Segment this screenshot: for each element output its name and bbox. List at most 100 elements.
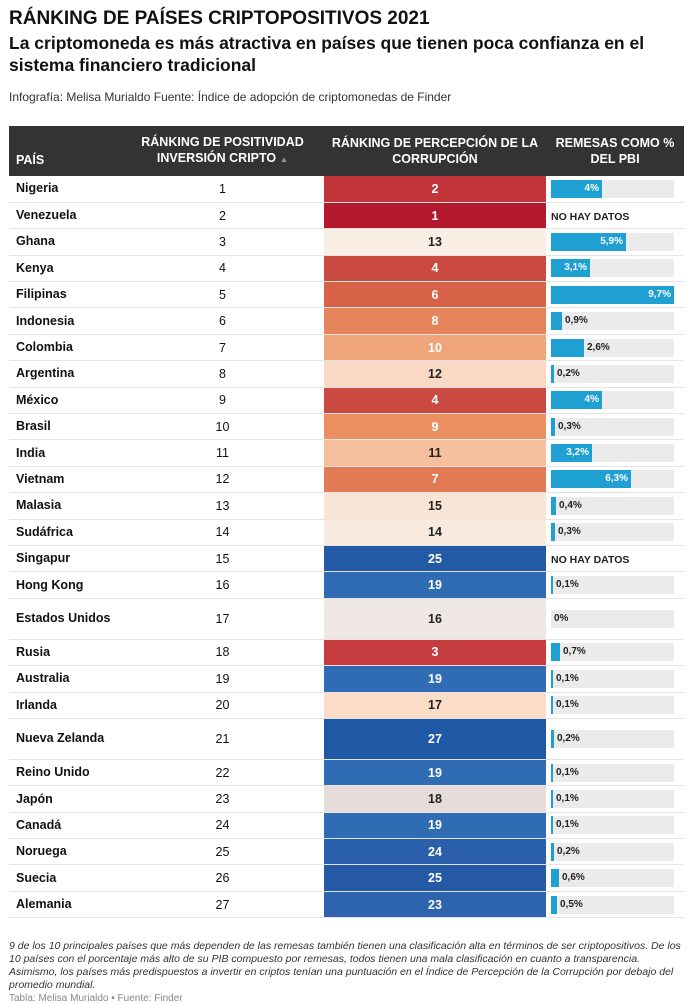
remittance-bar-track: 0,2% [551,842,674,861]
positivity-rank: 11 [216,446,229,461]
remittance-cell: 3,1% [546,255,684,281]
remittance-bar [551,179,602,198]
remittance-cell: NO HAY DATOS [546,202,684,228]
remittance-bar [551,669,553,688]
column-header-remittances[interactable]: REMESAS COMO % DEL PBI [555,136,675,166]
remittance-value-label: 0,1% [556,579,579,591]
sort-ascending-icon[interactable]: ▲ [280,155,289,164]
remittance-cell: 0,2% [546,361,684,387]
positivity-rank: 27 [215,897,230,912]
table-row: Singapur 15 25 NO HAY DATOS [9,545,684,572]
remittance-cell: 0% [546,598,684,639]
remittance-bar [551,312,562,331]
remittance-cell: 0,3% [546,519,684,545]
positivity-rank: 19 [215,671,230,686]
table-row: Estados Unidos 17 16 0% [9,598,684,640]
remittance-cell: 0,2% [546,839,684,865]
remittance-cell: 0,9% [546,308,684,334]
table-row: Argentina 8 12 0,2% [9,360,684,388]
remittance-bar [551,338,584,357]
country-name: India [16,445,46,460]
country-name: Estados Unidos [16,611,111,626]
remittance-bar-track: 0,5% [551,895,674,914]
remittance-bar [551,364,554,383]
remittance-bar [551,643,560,662]
corruption-rank-cell: 6 [324,281,546,308]
remittance-value-label: 0,2% [557,732,580,744]
remittance-value-label: 0,3% [558,420,581,432]
remittance-bar-track: 0,7% [551,643,674,662]
table-row: Malasia 13 15 0,4% [9,492,684,520]
positivity-rank: 22 [215,765,230,780]
column-header-country[interactable]: PAÍS [16,153,45,167]
footnote: 9 de los 10 principales países que más d… [9,940,681,991]
corruption-rank-cell: 13 [324,228,546,256]
corruption-rank-cell: 16 [324,598,546,640]
remittance-value-label: 5,9% [600,235,623,247]
positivity-rank: 25 [215,844,230,859]
remittance-bar-track: 5,9% [551,232,674,251]
positivity-rank: 24 [215,818,230,833]
country-name: Canadá [16,817,62,832]
corruption-rank-cell: 12 [324,360,546,388]
column-header-corruption[interactable]: RÁNKING DE PERCEPCIÓN DE LA CORRUPCIÓN [331,136,539,166]
remittance-bar [551,523,555,542]
remittance-value-label: 0% [554,612,569,624]
remittance-bar-track: 3,1% [551,259,674,278]
remittance-cell: 0,1% [546,759,684,785]
country-name: Noruega [16,844,67,859]
positivity-rank: 15 [215,551,230,566]
table-row: India 11 11 3,2% [9,439,684,467]
remittance-cell: 3,2% [546,440,684,466]
country-name: Brasil [16,419,51,434]
table-row: Filipinas 5 6 9,7% [9,281,684,308]
remittance-bar-track: 9,7% [551,285,674,304]
remittance-value-label: 0,7% [563,646,586,658]
country-name: Irlanda [16,697,57,712]
remittance-cell: 4% [546,176,684,202]
remittance-bar-track: 0,4% [551,496,674,515]
remittance-bar-track: 0,1% [551,816,674,835]
corruption-rank-cell: 11 [324,439,546,467]
remittance-bar [551,763,553,782]
table-row: Vietnam 12 7 6,3% [9,466,684,493]
corruption-rank-cell: 4 [324,387,546,414]
corruption-rank-cell: 14 [324,519,546,546]
remittance-cell: 0,7% [546,639,684,665]
positivity-rank: 10 [215,419,230,434]
positivity-rank: 9 [219,393,226,408]
remittance-bar-track: 0,2% [551,364,674,383]
country-name: Indonesia [16,313,75,328]
remittance-value-label: 0,1% [556,819,579,831]
country-name: Vietnam [16,471,65,486]
column-header-positivity[interactable]: RÁNKING DE POSITIVIDAD INVERSIÓN CRIPTO ▲ [141,135,304,165]
remittance-bar [551,816,553,835]
no-data-label: NO HAY DATOS [551,553,630,566]
remittance-value-label: 4% [584,182,599,194]
country-name: Suecia [16,870,57,885]
remittance-bar-track: 0,2% [551,729,674,748]
remittance-bar [551,444,592,463]
remittance-bar-track: 0,9% [551,312,674,331]
country-name: Alemania [16,897,72,912]
remittance-cell: 0,1% [546,666,684,692]
remittance-bar-track: 0,1% [551,763,674,782]
positivity-rank: 1 [219,181,226,196]
table-row: Ghana 3 13 5,9% [9,228,684,256]
remittance-cell: 4% [546,387,684,413]
corruption-rank-cell: 25 [324,545,546,572]
remittance-bar-track: 2,6% [551,338,674,357]
remittance-value-label: 3,1% [564,262,587,274]
table-row: Sudáfrica 14 14 0,3% [9,519,684,546]
remittance-bar [551,696,553,715]
remittance-bar-track: 4% [551,179,674,198]
remittance-cell: 6,3% [546,466,684,492]
table-row: Venezuela 2 1 NO HAY DATOS [9,202,684,229]
remittance-cell: 0,2% [546,718,684,759]
country-name: Ghana [16,234,55,249]
corruption-rank-cell: 19 [324,812,546,839]
chart-title: RÁNKING DE PAÍSES CRIPTOPOSITIVOS 2021 [9,8,430,29]
corruption-rank-cell: 27 [324,718,546,760]
remittance-bar-track: 3,2% [551,444,674,463]
remittance-value-label: 9,7% [648,288,671,300]
